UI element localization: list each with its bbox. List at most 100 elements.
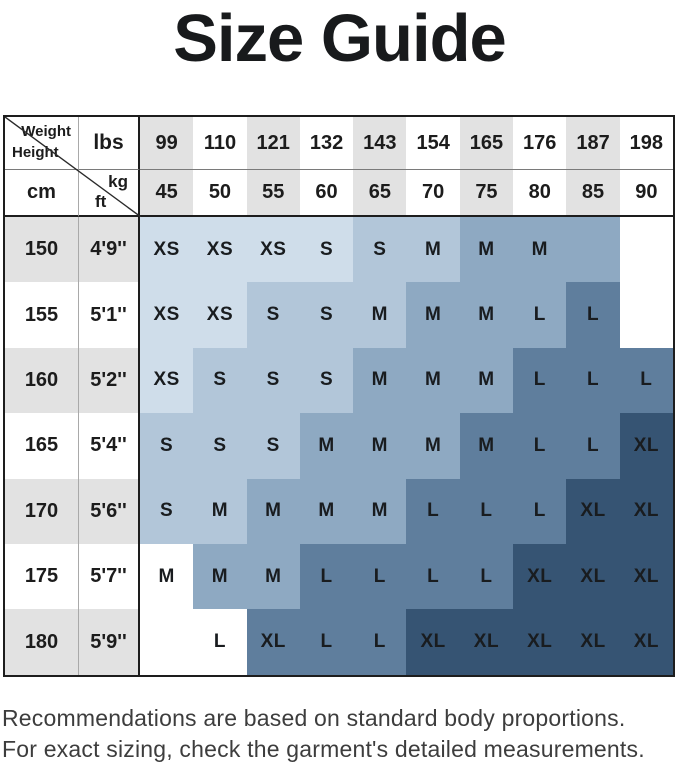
weight-lbs-value: 165 <box>459 117 514 170</box>
size-cell: L <box>566 413 620 479</box>
height-ft-value: 5'4'' <box>79 413 140 479</box>
size-cell <box>619 282 673 348</box>
weight-lbs-value: 154 <box>406 117 460 170</box>
size-cell: XL <box>566 609 620 675</box>
size-cell: M <box>459 347 514 414</box>
size-cell: L <box>459 543 514 610</box>
size-cell <box>619 217 673 283</box>
kg-ft-unit-cell: kg ft <box>79 170 140 217</box>
size-cell: M <box>513 217 567 283</box>
size-cell: M <box>140 543 194 610</box>
height-ft-value: 5'9'' <box>79 609 140 675</box>
size-cell: S <box>299 347 354 414</box>
size-cell: M <box>406 282 460 348</box>
weight-kg-value: 50 <box>193 170 247 217</box>
size-cell: XL <box>619 609 673 675</box>
corner-weight-height-cell: Weight Height <box>5 117 79 170</box>
size-cell: S <box>299 217 354 283</box>
size-cell: M <box>246 543 300 610</box>
size-cell: M <box>193 543 247 610</box>
size-cell: S <box>353 217 407 283</box>
size-cell: L <box>513 347 567 414</box>
weight-lbs-value: 121 <box>246 117 300 170</box>
size-cell: S <box>140 478 194 544</box>
size-cell: XL <box>566 543 620 610</box>
size-cell: L <box>459 478 514 544</box>
size-cell: XL <box>566 478 620 544</box>
size-cell: M <box>406 347 460 414</box>
weight-kg-value: 55 <box>246 170 300 217</box>
size-cell: XS <box>246 217 300 283</box>
size-cell: L <box>619 347 673 414</box>
size-cell: S <box>246 347 300 414</box>
size-cell: XL <box>246 609 300 675</box>
size-grid: Weight Height lbs 99 110 121 132 143 154 165 176 18… <box>5 117 673 675</box>
height-cm-value: 175 <box>5 543 79 610</box>
weight-kg-value: 65 <box>353 170 407 217</box>
size-cell: L <box>513 413 567 479</box>
footer-note: Recommendations are based on standard bo… <box>2 703 678 764</box>
ft-unit-label: ft <box>95 192 107 211</box>
height-ft-value: 5'1'' <box>79 282 140 348</box>
weight-kg-value: 80 <box>513 170 567 217</box>
size-cell: M <box>193 478 247 544</box>
size-cell: XL <box>619 413 673 479</box>
size-cell: XS <box>193 217 247 283</box>
size-cell: S <box>246 413 300 479</box>
size-cell: XL <box>513 609 567 675</box>
size-guide-table: Weight Height lbs 99 110 121 132 143 154 165 176 18… <box>3 115 675 677</box>
weight-kg-value: 85 <box>566 170 620 217</box>
weight-lbs-value: 198 <box>619 117 673 170</box>
height-cm-value: 155 <box>5 282 79 348</box>
weight-kg-value: 90 <box>619 170 673 217</box>
size-cell: XS <box>140 217 194 283</box>
height-cm-value: 180 <box>5 609 79 675</box>
size-cell: XS <box>140 282 194 348</box>
weight-lbs-value: 143 <box>353 117 407 170</box>
size-cell: M <box>459 282 514 348</box>
size-cell: L <box>513 282 567 348</box>
size-cell: L <box>566 347 620 414</box>
weight-lbs-value: 176 <box>513 117 567 170</box>
size-cell: XL <box>406 609 460 675</box>
footer-note-line1: Recommendations are based on standard bo… <box>2 705 626 731</box>
size-cell: L <box>406 478 460 544</box>
size-cell: XL <box>513 543 567 610</box>
height-cm-value: 150 <box>5 217 79 283</box>
weight-kg-value: 45 <box>140 170 194 217</box>
height-cm-value: 170 <box>5 478 79 544</box>
height-ft-value: 5'2'' <box>79 347 140 414</box>
size-cell: M <box>459 217 514 283</box>
size-cell: S <box>193 347 247 414</box>
weight-lbs-value: 99 <box>140 117 194 170</box>
size-cell: M <box>353 478 407 544</box>
size-cell: S <box>299 282 354 348</box>
weight-axis-label: Weight <box>21 123 71 140</box>
size-cell: L <box>406 543 460 610</box>
size-cell: XL <box>459 609 514 675</box>
size-cell: M <box>406 217 460 283</box>
size-cell: XS <box>140 347 194 414</box>
size-cell: S <box>140 413 194 479</box>
size-cell: M <box>246 478 300 544</box>
size-cell: M <box>299 413 354 479</box>
size-cell: L <box>353 609 407 675</box>
height-ft-value: 5'7'' <box>79 543 140 610</box>
weight-lbs-value: 187 <box>566 117 620 170</box>
size-cell: M <box>406 413 460 479</box>
size-cell: M <box>459 413 514 479</box>
size-cell <box>566 217 620 283</box>
weight-kg-value: 60 <box>299 170 354 217</box>
size-cell: XL <box>619 543 673 610</box>
size-cell: XL <box>619 478 673 544</box>
footer-note-line2: For exact sizing, check the garment's de… <box>2 735 645 762</box>
height-cm-value: 160 <box>5 347 79 414</box>
page-title: Size Guide <box>173 1 507 76</box>
size-cell: S <box>193 413 247 479</box>
size-cell: L <box>299 609 354 675</box>
size-cell: L <box>566 282 620 348</box>
weight-kg-value: 70 <box>406 170 460 217</box>
size-cell: M <box>353 347 407 414</box>
kg-unit-label: kg <box>108 172 128 191</box>
cm-unit-cell: cm <box>5 170 79 217</box>
